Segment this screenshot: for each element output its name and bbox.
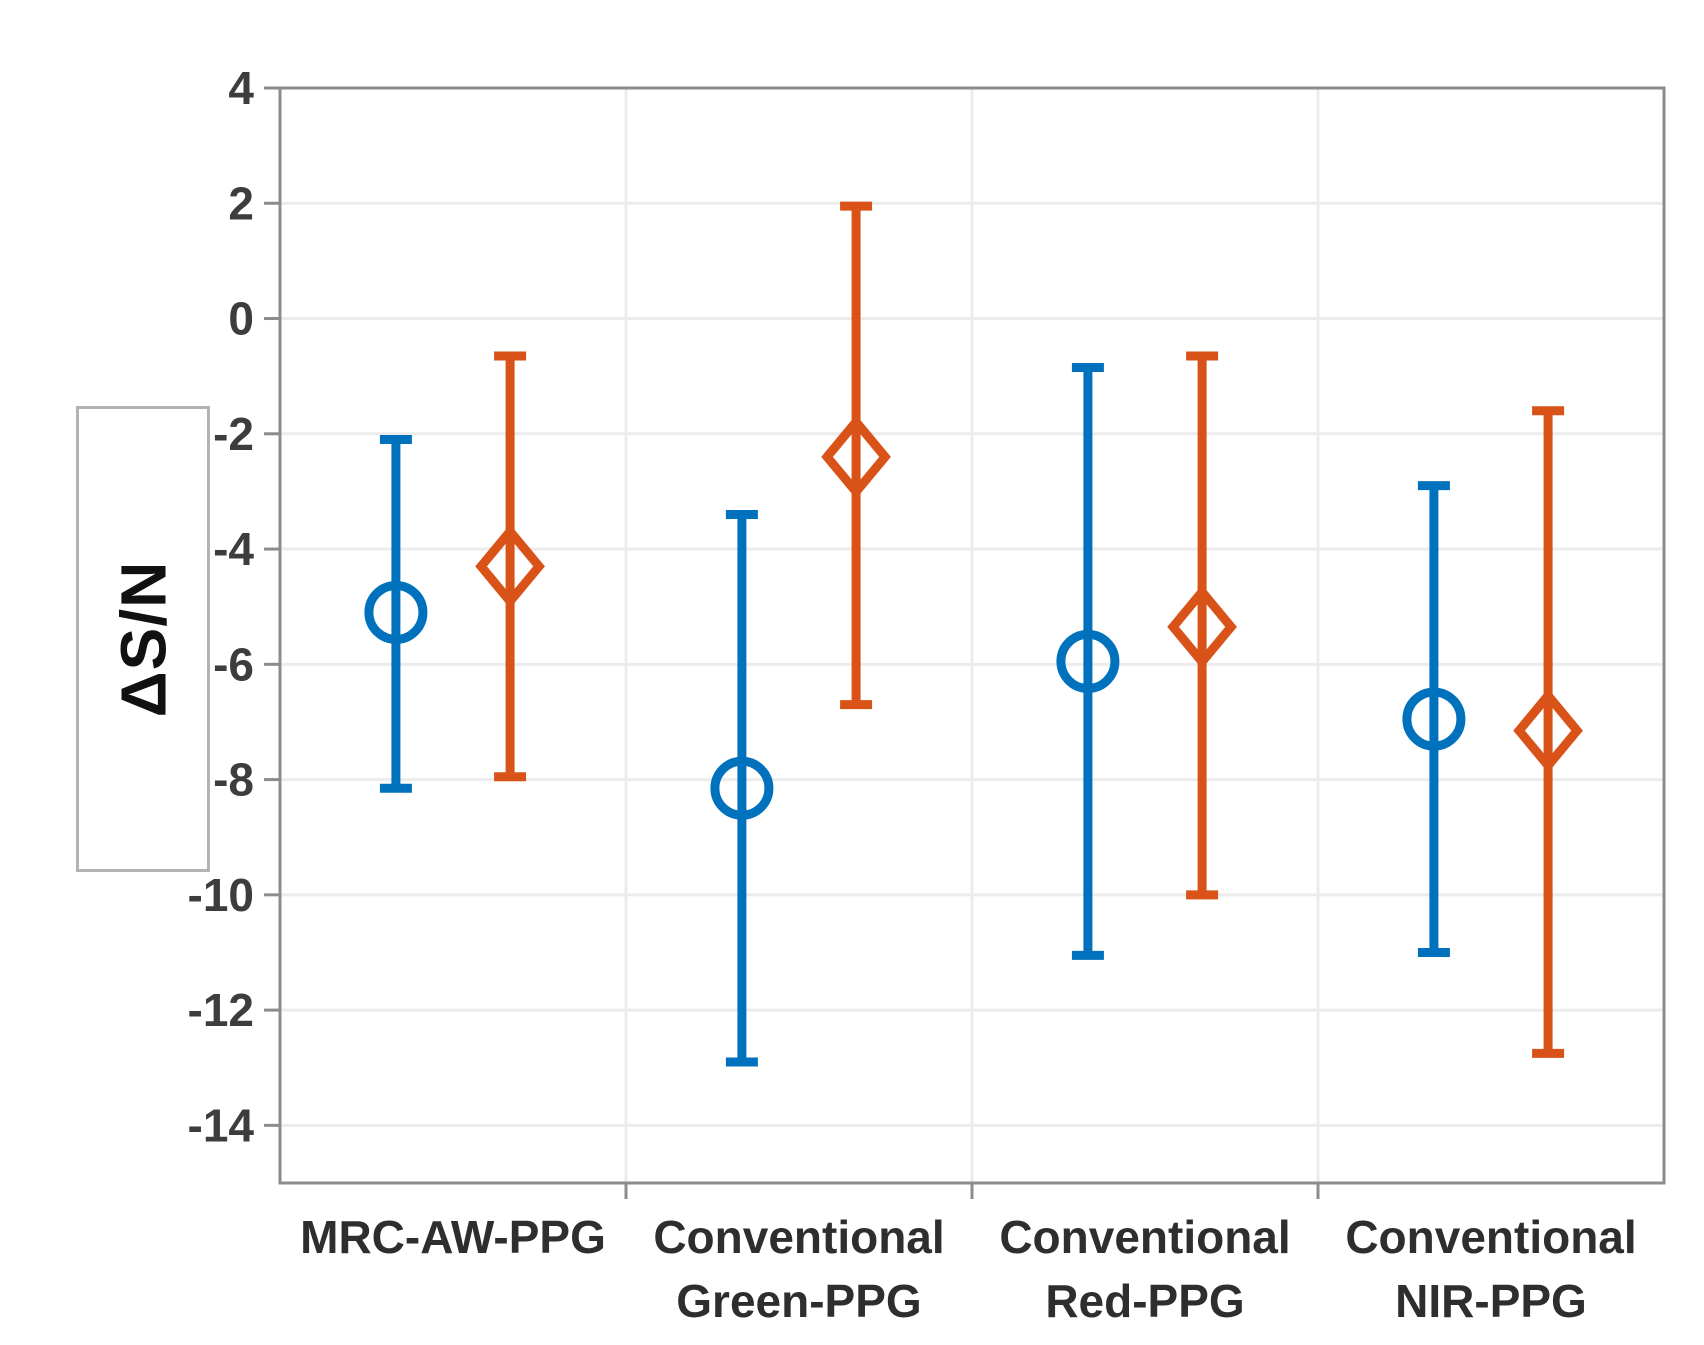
x-category-label: MRC-AW-PPG [300,1211,606,1263]
x-category-label: Conventional Red-PPG [999,1211,1290,1327]
y-tick-label: 4 [228,62,254,114]
diamond-marker [821,414,891,499]
y-tick-label: -6 [213,638,254,690]
y-axis-label: ΔS/N [107,560,179,718]
circle-marker [710,756,774,820]
y-tick-label: -8 [213,754,254,806]
y-tick-label: -12 [188,984,254,1036]
y-tick-label: -2 [213,408,254,460]
diamond-marker [1167,584,1237,669]
diamond-marker [475,524,545,609]
y-tick-label: -10 [188,869,254,921]
y-tick-label: -14 [188,1099,255,1151]
y-axis-label-box: ΔS/N [76,406,210,872]
y-tick-label: -4 [213,523,254,575]
x-category-label: Conventional Green-PPG [653,1211,944,1327]
y-tick-label: 0 [228,293,254,345]
y-tick-label: 2 [228,177,254,229]
circle-marker [1402,687,1466,751]
circle-marker [1056,629,1120,693]
circle-marker [364,580,428,644]
x-category-label: Conventional NIR-PPG [1345,1211,1636,1327]
diamond-marker [1513,688,1583,773]
